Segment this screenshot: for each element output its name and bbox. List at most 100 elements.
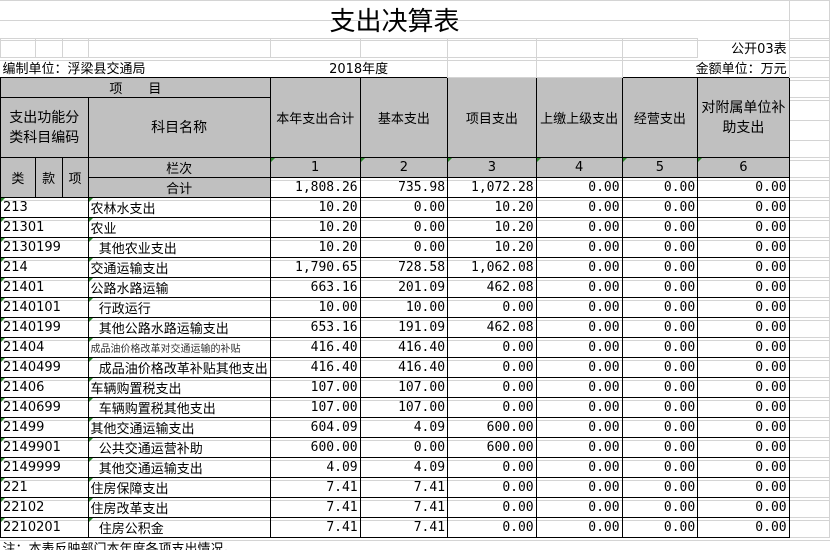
subject-name[interactable]: 成品油价格改革补贴其他支出 bbox=[87, 356, 271, 378]
amount-cell[interactable]: 7.41 bbox=[359, 496, 449, 518]
amount-cell[interactable]: 0.00 bbox=[621, 496, 699, 518]
amount-cell[interactable]: 4.09 bbox=[359, 416, 449, 438]
amount-cell[interactable]: 0.00 bbox=[535, 376, 623, 398]
amount-cell[interactable]: 0.00 bbox=[697, 476, 790, 498]
amount-cell[interactable]: 7.41 bbox=[359, 516, 449, 538]
amount-cell[interactable]: 0.00 bbox=[359, 216, 449, 238]
total-value[interactable]: 1,072.28 bbox=[447, 176, 537, 198]
amount-cell[interactable]: 7.41 bbox=[359, 476, 449, 498]
amount-cell[interactable]: 0.00 bbox=[535, 196, 623, 218]
amount-cell[interactable]: 0.00 bbox=[535, 296, 623, 318]
amount-cell[interactable]: 0.00 bbox=[697, 436, 790, 458]
subject-name[interactable]: 行政运行 bbox=[87, 296, 271, 318]
subject-code[interactable]: 213 bbox=[0, 196, 88, 218]
amount-cell[interactable]: 0.00 bbox=[697, 316, 790, 338]
subject-code[interactable]: 2140499 bbox=[0, 356, 88, 378]
amount-cell[interactable]: 0.00 bbox=[621, 196, 699, 218]
amount-cell[interactable]: 0.00 bbox=[535, 216, 623, 238]
total-value[interactable]: 0.00 bbox=[535, 176, 623, 198]
subject-code[interactable]: 21401 bbox=[0, 276, 88, 298]
amount-cell[interactable]: 0.00 bbox=[447, 456, 537, 478]
amount-cell[interactable]: 600.00 bbox=[269, 436, 361, 458]
subject-name[interactable]: 公路水路运输 bbox=[87, 276, 271, 298]
amount-cell[interactable]: 0.00 bbox=[535, 516, 623, 538]
amount-cell[interactable]: 0.00 bbox=[447, 376, 537, 398]
amount-cell[interactable]: 107.00 bbox=[269, 376, 361, 398]
amount-cell[interactable]: 0.00 bbox=[697, 256, 790, 278]
amount-cell[interactable]: 0.00 bbox=[535, 496, 623, 518]
amount-cell[interactable]: 0.00 bbox=[535, 396, 623, 418]
amount-cell[interactable]: 0.00 bbox=[535, 356, 623, 378]
amount-cell[interactable]: 0.00 bbox=[621, 476, 699, 498]
amount-cell[interactable]: 0.00 bbox=[359, 436, 449, 458]
subject-name[interactable]: 车辆购置税其他支出 bbox=[87, 396, 271, 418]
amount-cell[interactable]: 416.40 bbox=[269, 336, 361, 358]
amount-cell[interactable]: 0.00 bbox=[697, 456, 790, 478]
amount-cell[interactable]: 0.00 bbox=[447, 336, 537, 358]
amount-cell[interactable]: 107.00 bbox=[269, 396, 361, 418]
amount-cell[interactable]: 0.00 bbox=[697, 196, 790, 218]
subject-code[interactable]: 2140101 bbox=[0, 296, 88, 318]
subject-code[interactable]: 2140699 bbox=[0, 396, 88, 418]
amount-cell[interactable]: 0.00 bbox=[621, 296, 699, 318]
amount-cell[interactable]: 10.20 bbox=[269, 196, 361, 218]
amount-cell[interactable]: 0.00 bbox=[697, 516, 790, 538]
subject-name[interactable]: 农林水支出 bbox=[87, 196, 271, 218]
subject-code[interactable]: 2140199 bbox=[0, 316, 88, 338]
amount-cell[interactable]: 4.09 bbox=[359, 456, 449, 478]
amount-cell[interactable]: 0.00 bbox=[697, 356, 790, 378]
amount-cell[interactable]: 0.00 bbox=[697, 296, 790, 318]
amount-cell[interactable]: 604.09 bbox=[269, 416, 361, 438]
amount-cell[interactable]: 10.20 bbox=[447, 236, 537, 258]
amount-cell[interactable]: 7.41 bbox=[269, 516, 361, 538]
subject-code[interactable]: 21404 bbox=[0, 336, 88, 358]
amount-cell[interactable]: 1,062.08 bbox=[447, 256, 537, 278]
amount-cell[interactable]: 0.00 bbox=[621, 316, 699, 338]
amount-cell[interactable]: 0.00 bbox=[621, 416, 699, 438]
amount-cell[interactable]: 0.00 bbox=[447, 356, 537, 378]
amount-cell[interactable]: 0.00 bbox=[447, 396, 537, 418]
amount-cell[interactable]: 201.09 bbox=[359, 276, 449, 298]
amount-cell[interactable]: 416.40 bbox=[269, 356, 361, 378]
subject-name[interactable]: 住房改革支出 bbox=[87, 496, 271, 518]
subject-name[interactable]: 公共交通运营补助 bbox=[87, 436, 271, 458]
amount-cell[interactable]: 10.20 bbox=[447, 196, 537, 218]
amount-cell[interactable]: 0.00 bbox=[697, 496, 790, 518]
subject-name[interactable]: 其他交通运输支出 bbox=[87, 416, 271, 438]
amount-cell[interactable]: 10.00 bbox=[359, 296, 449, 318]
amount-cell[interactable]: 0.00 bbox=[621, 516, 699, 538]
amount-cell[interactable]: 728.58 bbox=[359, 256, 449, 278]
amount-cell[interactable]: 0.00 bbox=[535, 276, 623, 298]
amount-cell[interactable]: 191.09 bbox=[359, 316, 449, 338]
subject-code[interactable]: 21406 bbox=[0, 376, 88, 398]
amount-cell[interactable]: 0.00 bbox=[697, 336, 790, 358]
amount-cell[interactable]: 0.00 bbox=[621, 276, 699, 298]
subject-name[interactable]: 成品油价格改革对交通运输的补贴 bbox=[87, 336, 271, 358]
subject-code[interactable]: 22102 bbox=[0, 496, 88, 518]
subject-name[interactable]: 其他公路水路运输支出 bbox=[87, 316, 271, 338]
amount-cell[interactable]: 0.00 bbox=[535, 456, 623, 478]
amount-cell[interactable]: 0.00 bbox=[535, 256, 623, 278]
amount-cell[interactable]: 416.40 bbox=[359, 356, 449, 378]
amount-cell[interactable]: 0.00 bbox=[535, 336, 623, 358]
subject-name[interactable]: 其他交通运输支出 bbox=[87, 456, 271, 478]
amount-cell[interactable]: 462.08 bbox=[447, 276, 537, 298]
amount-cell[interactable]: 462.08 bbox=[447, 316, 537, 338]
subject-name[interactable]: 其他农业支出 bbox=[87, 236, 271, 258]
amount-cell[interactable]: 0.00 bbox=[697, 276, 790, 298]
total-value[interactable]: 0.00 bbox=[621, 176, 699, 198]
amount-cell[interactable]: 0.00 bbox=[359, 236, 449, 258]
amount-cell[interactable]: 4.09 bbox=[269, 456, 361, 478]
amount-cell[interactable]: 10.20 bbox=[269, 236, 361, 258]
subject-name[interactable]: 农业 bbox=[87, 216, 271, 238]
amount-cell[interactable]: 600.00 bbox=[447, 436, 537, 458]
amount-cell[interactable]: 416.40 bbox=[359, 336, 449, 358]
amount-cell[interactable]: 0.00 bbox=[535, 436, 623, 458]
amount-cell[interactable]: 0.00 bbox=[621, 376, 699, 398]
subject-code[interactable]: 221 bbox=[0, 476, 88, 498]
amount-cell[interactable]: 0.00 bbox=[447, 516, 537, 538]
amount-cell[interactable]: 653.16 bbox=[269, 316, 361, 338]
subject-code[interactable]: 2149999 bbox=[0, 456, 88, 478]
subject-name[interactable]: 住房保障支出 bbox=[87, 476, 271, 498]
total-value[interactable]: 0.00 bbox=[697, 176, 790, 198]
